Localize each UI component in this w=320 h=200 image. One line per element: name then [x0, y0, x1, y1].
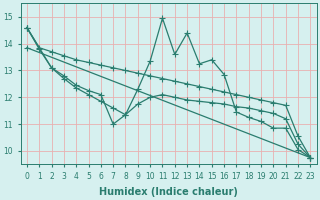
X-axis label: Humidex (Indice chaleur): Humidex (Indice chaleur)	[99, 187, 238, 197]
